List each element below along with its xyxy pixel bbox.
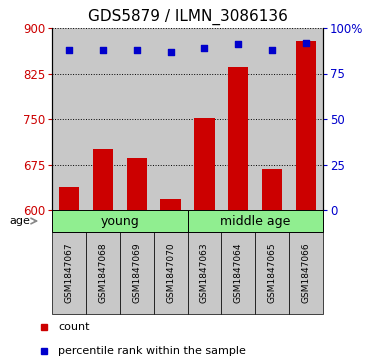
Bar [289, 232, 323, 314]
Text: percentile rank within the sample: percentile rank within the sample [58, 346, 246, 356]
Point [66, 47, 72, 53]
Bar [160, 199, 181, 210]
Bar [188, 210, 323, 232]
Bar [262, 169, 283, 210]
Bar [52, 210, 188, 232]
Point [134, 47, 139, 53]
Bar [120, 28, 154, 210]
Bar [120, 232, 154, 314]
Bar [52, 232, 86, 314]
Text: GSM1847063: GSM1847063 [200, 243, 209, 303]
Bar [188, 232, 222, 314]
Bar [289, 28, 323, 210]
Point [201, 45, 207, 51]
Text: GSM1847070: GSM1847070 [166, 243, 175, 303]
Text: middle age: middle age [220, 215, 291, 228]
Point [269, 47, 275, 53]
Text: GSM1847069: GSM1847069 [132, 243, 141, 303]
Point [235, 41, 241, 47]
Point [100, 47, 106, 53]
Bar [194, 118, 215, 210]
Text: age: age [9, 216, 30, 226]
Text: GSM1847066: GSM1847066 [301, 243, 311, 303]
Title: GDS5879 / ILMN_3086136: GDS5879 / ILMN_3086136 [88, 9, 288, 25]
Bar [93, 149, 113, 210]
Text: GSM1847064: GSM1847064 [234, 243, 243, 303]
Text: count: count [58, 322, 90, 333]
Bar [86, 232, 120, 314]
Text: GSM1847067: GSM1847067 [65, 243, 73, 303]
Bar [86, 28, 120, 210]
Bar [222, 232, 255, 314]
Bar [296, 41, 316, 210]
Bar [59, 187, 79, 210]
Bar [127, 158, 147, 210]
Text: young: young [100, 215, 139, 228]
Bar [255, 28, 289, 210]
Point [168, 49, 173, 54]
Bar [154, 232, 188, 314]
Bar [228, 68, 249, 210]
Bar [52, 28, 86, 210]
Text: GSM1847065: GSM1847065 [268, 243, 277, 303]
Bar [188, 28, 222, 210]
Text: GSM1847068: GSM1847068 [98, 243, 107, 303]
Bar [255, 232, 289, 314]
Bar [154, 28, 188, 210]
Bar [222, 28, 255, 210]
Point [303, 40, 309, 45]
